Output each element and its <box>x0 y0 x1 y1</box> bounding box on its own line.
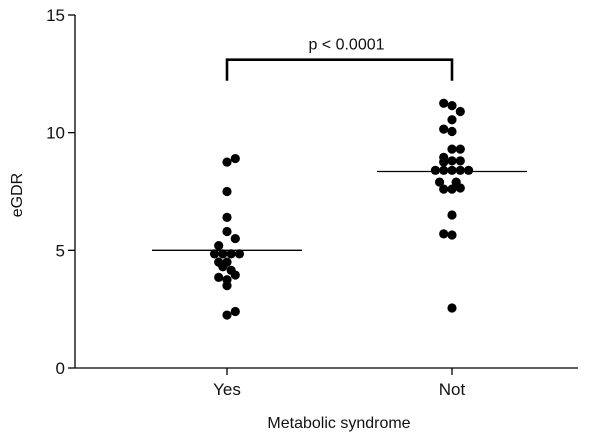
data-point <box>214 272 224 282</box>
data-point <box>455 165 465 175</box>
significance-bracket <box>225 58 454 81</box>
y-tick-label: 5 <box>56 241 65 260</box>
data-point <box>222 281 232 291</box>
data-points <box>209 98 474 320</box>
data-point <box>439 157 449 167</box>
data-point <box>222 186 232 197</box>
data-point <box>447 230 457 240</box>
data-point <box>226 249 236 259</box>
data-point <box>447 156 457 166</box>
significance-annotation: p < 0.0001 <box>225 37 454 81</box>
x-axis-title: Metabolic syndrome <box>267 415 410 432</box>
data-point <box>214 241 224 251</box>
data-point <box>447 165 457 175</box>
data-point <box>218 249 228 259</box>
data-point <box>439 229 449 239</box>
x-tick-label: Not <box>439 380 466 399</box>
data-point <box>234 249 245 259</box>
data-point <box>447 115 457 125</box>
data-point <box>439 165 449 175</box>
y-tick-label: 0 <box>56 359 65 378</box>
data-point <box>222 212 232 222</box>
data-point <box>434 177 445 187</box>
data-point <box>464 165 474 175</box>
y-tick-label: 10 <box>46 124 65 143</box>
y-axis-title: eGDR <box>9 173 26 217</box>
data-point <box>222 157 232 167</box>
data-point <box>455 106 465 117</box>
data-point <box>230 270 240 280</box>
data-point <box>439 124 449 134</box>
data-point <box>230 233 240 244</box>
data-point <box>222 226 232 237</box>
data-point <box>222 310 232 320</box>
data-point <box>447 101 457 111</box>
data-point <box>439 98 449 108</box>
median-lines <box>152 170 527 251</box>
data-point <box>447 303 457 313</box>
data-point <box>218 262 228 272</box>
data-point <box>230 306 240 317</box>
data-point <box>430 165 440 175</box>
axes: 0 5 10 15 Yes Not <box>46 6 578 399</box>
p-value-label: p < 0.0001 <box>308 37 384 54</box>
data-point <box>209 249 220 259</box>
data-point <box>447 144 457 154</box>
data-point <box>455 183 465 193</box>
x-tick-label: Yes <box>213 380 241 399</box>
data-point <box>447 210 457 220</box>
data-point <box>439 184 449 194</box>
data-point <box>455 156 465 166</box>
data-point <box>447 126 457 137</box>
y-tick-label: 15 <box>46 6 65 25</box>
data-point <box>455 144 465 154</box>
data-point <box>447 184 457 194</box>
data-point <box>230 153 240 164</box>
